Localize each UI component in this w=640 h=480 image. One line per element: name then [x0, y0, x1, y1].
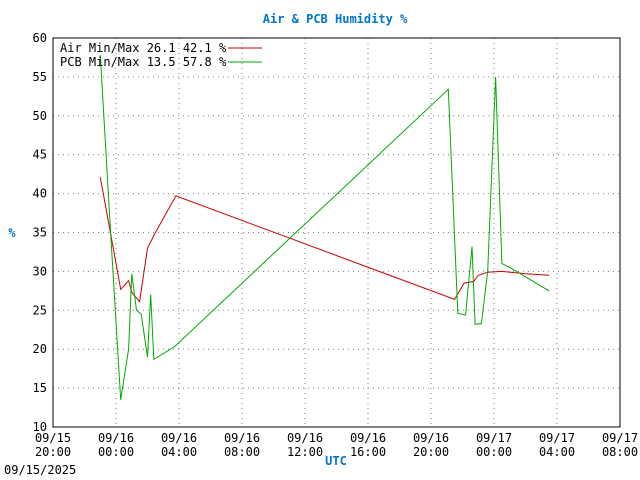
y-tick-label: 55 [33, 70, 47, 84]
y-tick-label: 35 [33, 226, 47, 240]
x-tick-time: 08:00 [224, 445, 260, 459]
x-axis-label: UTC [325, 454, 347, 468]
y-tick-label: 45 [33, 148, 47, 162]
x-tick-time: 16:00 [350, 445, 386, 459]
x-tick-date: 09/16 [287, 431, 323, 445]
series-layer [99, 55, 550, 400]
tick-labels: 101520253035404550556009/1520:0009/1600:… [33, 31, 639, 459]
x-tick-date: 09/16 [350, 431, 386, 445]
chart-title: Air & PCB Humidity % [263, 12, 408, 26]
grid [53, 38, 620, 427]
x-tick-date: 09/16 [161, 431, 197, 445]
x-tick-date: 09/15 [35, 431, 71, 445]
plot-frame [52, 37, 621, 428]
x-tick-date: 09/17 [476, 431, 512, 445]
y-tick-label: 60 [33, 31, 47, 45]
y-tick-label: 15 [33, 381, 47, 395]
x-tick-time: 04:00 [539, 445, 575, 459]
x-tick-time: 08:00 [602, 445, 638, 459]
series-line-air [99, 177, 550, 303]
x-tick-time: 20:00 [35, 445, 71, 459]
y-axis-label: % [8, 226, 16, 240]
y-tick-label: 40 [33, 187, 47, 201]
x-tick-time: 20:00 [413, 445, 449, 459]
y-tick-label: 10 [33, 420, 47, 434]
legend: Air Min/Max 26.1 42.1 %PCB Min/Max 13.5 … [60, 41, 262, 69]
y-tick-label: 20 [33, 342, 47, 356]
x-tick-date: 09/16 [98, 431, 134, 445]
x-tick-date: 09/17 [602, 431, 638, 445]
date-label: 09/15/2025 [4, 463, 76, 477]
x-tick-time: 12:00 [287, 445, 323, 459]
y-tick-label: 50 [33, 109, 47, 123]
legend-label: Air Min/Max 26.1 42.1 % [60, 41, 227, 55]
legend-label: PCB Min/Max 13.5 57.8 % [60, 55, 227, 69]
x-tick-date: 09/16 [224, 431, 260, 445]
y-tick-label: 25 [33, 303, 47, 317]
x-tick-date: 09/16 [413, 431, 449, 445]
x-tick-date: 09/17 [539, 431, 575, 445]
series-line-pcb [99, 55, 550, 400]
y-tick-label: 30 [33, 264, 47, 278]
x-tick-time: 04:00 [161, 445, 197, 459]
x-tick-time: 00:00 [98, 445, 134, 459]
x-tick-time: 00:00 [476, 445, 512, 459]
